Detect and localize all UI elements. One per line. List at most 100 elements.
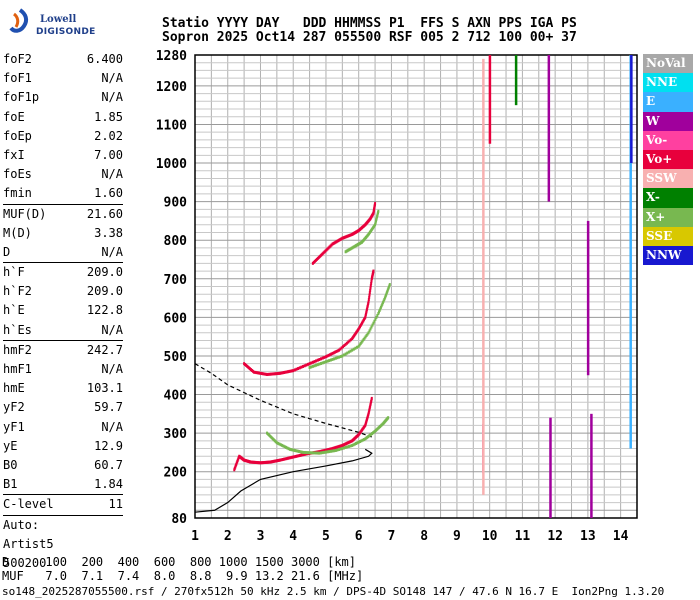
param-value: N/A [101,244,123,259]
param-label: MUF(D) [3,206,47,221]
echo-point [345,341,348,345]
y-tick-label: 500 [164,350,188,365]
param-label: foEs [3,167,32,182]
echo-point [281,458,284,462]
param-label: h`F2 [3,284,32,299]
echo-point [310,361,313,365]
echo-point [364,314,367,318]
param-label: h`Es [3,322,32,337]
echo-point [366,306,369,310]
echo-point [369,403,372,407]
param-value: 103.1 [86,381,123,396]
x-tick-label: 9 [453,529,461,544]
echo-point [377,312,380,316]
echo-point [374,202,377,206]
echo-point [321,356,324,360]
legend-entry: NNE [643,73,693,93]
echo-point [255,371,258,375]
echo-point [266,372,269,376]
echo-point [310,451,313,455]
echo-point [292,448,295,452]
interference-column [488,55,492,144]
echo-point [333,449,336,453]
echo-point [300,450,303,454]
param-value: 209.0 [86,265,123,280]
echo-point [333,357,336,361]
echo-point [281,371,284,375]
echo-point [330,352,333,356]
echo-point [349,349,352,353]
echo-point [263,372,266,376]
echo-point [341,446,344,450]
echo-point [326,448,329,452]
y-tick-label: 1200 [156,80,187,95]
echo-point [346,351,349,355]
echo-point [367,301,370,305]
echo-point [336,349,339,353]
echo-point [368,409,371,413]
echo-point [289,456,292,460]
echo-point [338,447,341,451]
interference-column [630,55,633,164]
echo-point [315,451,318,455]
interference-column [590,413,593,518]
echo-point [329,449,332,453]
param-row: hmE 103.1 [3,379,123,398]
param-row: foEs N/A [3,165,123,184]
muf-value-row: MUF 7.0 7.1 7.4 8.0 8.8 9.9 13.2 21.6 [M… [2,569,364,583]
echo-point [316,451,319,455]
echo-point [351,348,354,352]
echo-point [271,372,274,376]
echo-point [347,350,350,354]
echo-point [367,298,370,302]
echo-point [294,454,297,458]
echo-point [258,371,261,375]
param-row: fxI 7.00 [3,146,123,165]
interference-column [514,55,518,106]
echo-point [378,308,381,312]
echo-point [285,457,288,461]
echo-point [388,283,391,287]
echo-point [370,279,373,283]
legend-entry: NNW [643,245,693,266]
file-info-line: so148_2025287055500.rsf / 270fx512h 50 k… [2,585,665,598]
echo-point [323,355,326,359]
param-row: hmF1 N/A [3,360,123,379]
param-value: 21.60 [86,206,123,221]
param-value: 59.7 [94,400,123,415]
param-row: foE 1.85 [3,108,123,127]
echo-point [336,356,339,360]
echo-point [329,358,332,362]
echo-point [352,443,355,447]
echo-point [344,352,347,356]
echo-point [287,447,290,451]
echo-point [379,307,382,311]
param-label: foF1 [3,71,32,86]
echo-point [280,371,283,375]
echo-point [291,448,294,452]
y-tick-label: 800 [164,234,188,249]
legend-entry: Vo- [643,130,693,150]
echo-point [343,344,346,348]
header-labels: Statio YYYY DAY DDD HHMMSS P1 FFS S AXN … [162,16,577,31]
density-profile-curve [194,448,373,513]
legend-entry: W [643,111,693,131]
param-value: N/A [101,90,123,105]
echo-point [369,327,372,331]
echo-point [281,443,284,447]
legend-entry: SSW [643,169,693,189]
echo-point [369,286,372,290]
echo-point [378,310,381,314]
echo-point [284,370,287,374]
echo-point [308,451,311,455]
echo-point [331,351,334,355]
echo-point [373,319,376,323]
echo-point [315,363,318,367]
param-value: 122.8 [86,303,123,318]
echo-point [365,308,368,312]
param-label: hmF2 [3,342,32,357]
param-value: N/A [101,322,123,337]
echo-point [295,449,298,453]
y-tick-label: 400 [164,389,188,404]
